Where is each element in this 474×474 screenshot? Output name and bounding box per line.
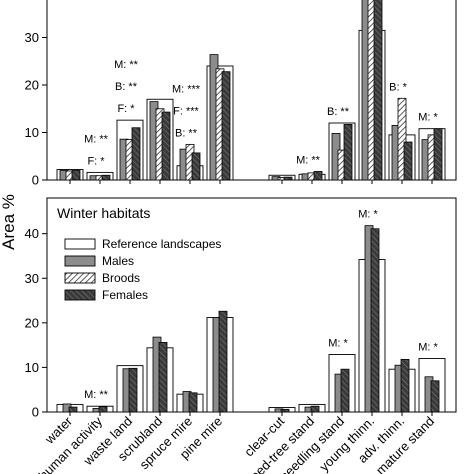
winter-y-tick-label: 40 xyxy=(25,226,39,241)
summer-significance-label: M: *** xyxy=(172,83,201,95)
winter-bar-females-water xyxy=(68,406,78,413)
winter-bar-females-clear-cut xyxy=(280,408,290,413)
summer-y-tick-label: 20 xyxy=(25,78,39,93)
winter-bar-females-pine-mire xyxy=(218,310,228,413)
legend-swatch-males xyxy=(64,255,96,267)
summer-bar-females-human-activity xyxy=(101,174,111,181)
summer-significance-label: B: ** xyxy=(115,81,138,93)
summer-significance-label: B: ** xyxy=(175,127,198,139)
summer-bar-females-waste-land xyxy=(131,127,141,181)
summer-significance-label: M: * xyxy=(418,112,438,124)
summer-bar-females-scrubland xyxy=(161,111,171,181)
winter-bar-females-spruce-mire xyxy=(188,392,198,413)
summer-significance-label: M: ** xyxy=(84,133,109,145)
legend-swatch-females xyxy=(64,289,96,301)
summer-bar-females-seedling-stand xyxy=(343,124,353,181)
summer-bar-females-spruce-mire xyxy=(191,152,201,181)
summer-bar-females-young-thinn xyxy=(373,0,383,181)
winter-bar-females-human-activity xyxy=(98,406,108,413)
winter-panel: 0 10 20 30 40 M: ** M: * M: * M: * Winter habitat… xyxy=(25,197,457,420)
winter-y-tick-label: 10 xyxy=(25,360,39,375)
winter-significance-label: M: ** xyxy=(84,389,109,401)
summer-significance-label: M: ** xyxy=(114,59,139,71)
winter-y-tick-label: 20 xyxy=(25,315,39,330)
winter-bar-females-waste-land xyxy=(128,367,138,413)
legend-swatch-broods xyxy=(64,272,96,284)
winter-plot-frame xyxy=(46,197,457,413)
winter-bar-females-seedling-stand xyxy=(340,368,350,413)
winter-significance-label: M: * xyxy=(328,337,348,349)
winter-bar-females-mature-stand xyxy=(430,380,440,413)
winter-panel-title: Winter habitats xyxy=(57,205,150,221)
summer-y-tick-label: 0 xyxy=(32,173,39,188)
winter-significance-label: M: * xyxy=(418,342,438,354)
summer-significance-label: F: * xyxy=(87,155,105,167)
legend-swatch-reference xyxy=(64,238,96,250)
summer-significance-label: B: ** xyxy=(327,106,350,118)
legend-label-females: Females xyxy=(102,288,148,302)
summer-bar-females-clear-cut xyxy=(283,176,293,181)
winter-significance-label: M: * xyxy=(358,209,378,221)
summer-bar-females-seed-tree-stand xyxy=(313,171,323,181)
legend-label-reference: Reference landscapes xyxy=(102,237,221,251)
summer-significance-label: F: *** xyxy=(173,105,199,117)
summer-y-tick-label: 10 xyxy=(25,125,39,140)
summer-significance-label: F: * xyxy=(117,103,135,115)
winter-bar-females-young-thinn xyxy=(370,228,380,413)
summer-bar-females-pine-mire xyxy=(221,71,231,181)
winter-y-tick-label: 30 xyxy=(25,271,39,286)
winter-bar-females-scrubland xyxy=(158,342,168,413)
legend: Reference landscapes Males Broods Females xyxy=(64,237,221,302)
summer-bar-broods-adv-thinn xyxy=(397,97,407,181)
summer-bar-females-mature-stand xyxy=(433,128,443,181)
winter-bar-females-adv-thinn xyxy=(400,358,410,413)
summer-bar-females-adv-thinn xyxy=(403,141,413,181)
summer-panel: 0 10 20 30 F: * M: ** F: * B: ** M: ** B: ** F: **… xyxy=(25,0,457,188)
y-axis-title: Area % xyxy=(0,194,18,250)
legend-label-broods: Broods xyxy=(102,271,140,285)
summer-significance-label: B: * xyxy=(389,81,407,93)
legend-label-males: Males xyxy=(102,254,134,268)
summer-y-tick-label: 30 xyxy=(25,30,39,45)
winter-y-tick-label: 0 xyxy=(32,405,39,420)
winter-bar-females-seed-tree-stand xyxy=(310,405,320,413)
summer-significance-label: M: ** xyxy=(296,154,321,166)
summer-bar-females-water xyxy=(71,170,81,181)
